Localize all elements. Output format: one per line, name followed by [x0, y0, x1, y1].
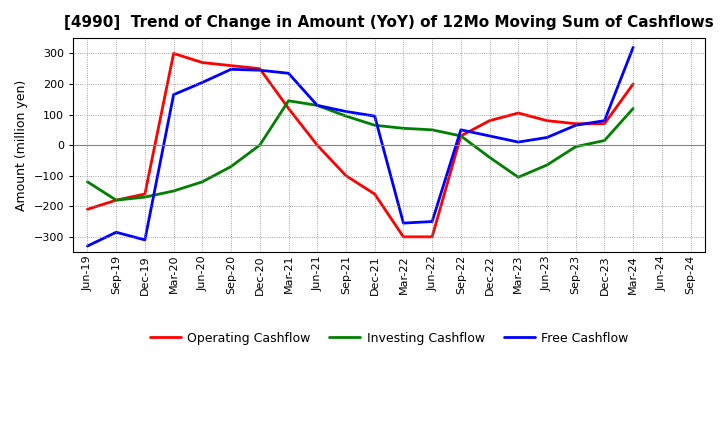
Free Cashflow: [629, 44, 637, 50]
Y-axis label: Amount (million yen): Amount (million yen): [15, 80, 28, 211]
Investing Cashflow: [600, 138, 609, 143]
Free Cashflow: [341, 109, 350, 114]
Investing Cashflow: [169, 188, 178, 194]
Free Cashflow: [456, 127, 465, 132]
Operating Cashflow: [313, 143, 322, 148]
Free Cashflow: [514, 139, 523, 145]
Investing Cashflow: [399, 126, 408, 131]
Free Cashflow: [140, 237, 149, 242]
Investing Cashflow: [341, 114, 350, 119]
Free Cashflow: [83, 243, 91, 249]
Operating Cashflow: [456, 133, 465, 139]
Investing Cashflow: [543, 162, 552, 168]
Investing Cashflow: [140, 194, 149, 200]
Free Cashflow: [198, 80, 207, 85]
Operating Cashflow: [112, 198, 120, 203]
Investing Cashflow: [198, 179, 207, 184]
Operating Cashflow: [485, 118, 494, 123]
Operating Cashflow: [370, 191, 379, 197]
Operating Cashflow: [169, 51, 178, 56]
Free Cashflow: [227, 66, 235, 72]
Investing Cashflow: [112, 198, 120, 203]
Investing Cashflow: [83, 179, 91, 184]
Operating Cashflow: [600, 121, 609, 126]
Operating Cashflow: [198, 60, 207, 65]
Operating Cashflow: [83, 207, 91, 212]
Free Cashflow: [284, 71, 293, 76]
Free Cashflow: [572, 123, 580, 128]
Operating Cashflow: [284, 106, 293, 111]
Free Cashflow: [256, 68, 264, 73]
Operating Cashflow: [256, 66, 264, 71]
Investing Cashflow: [572, 144, 580, 149]
Operating Cashflow: [514, 110, 523, 116]
Investing Cashflow: [485, 155, 494, 160]
Line: Free Cashflow: Free Cashflow: [87, 47, 633, 246]
Investing Cashflow: [227, 164, 235, 169]
Investing Cashflow: [629, 106, 637, 111]
Free Cashflow: [600, 118, 609, 123]
Operating Cashflow: [140, 191, 149, 197]
Free Cashflow: [428, 219, 436, 224]
Free Cashflow: [399, 220, 408, 226]
Operating Cashflow: [629, 81, 637, 87]
Legend: Operating Cashflow, Investing Cashflow, Free Cashflow: Operating Cashflow, Investing Cashflow, …: [145, 327, 634, 350]
Free Cashflow: [313, 103, 322, 108]
Investing Cashflow: [456, 133, 465, 139]
Investing Cashflow: [284, 98, 293, 103]
Free Cashflow: [485, 133, 494, 139]
Investing Cashflow: [256, 143, 264, 148]
Investing Cashflow: [370, 123, 379, 128]
Investing Cashflow: [428, 127, 436, 132]
Operating Cashflow: [572, 121, 580, 126]
Line: Investing Cashflow: Investing Cashflow: [87, 101, 633, 200]
Operating Cashflow: [399, 234, 408, 239]
Operating Cashflow: [341, 173, 350, 178]
Line: Operating Cashflow: Operating Cashflow: [87, 53, 633, 237]
Free Cashflow: [370, 114, 379, 119]
Operating Cashflow: [227, 63, 235, 68]
Investing Cashflow: [514, 175, 523, 180]
Free Cashflow: [169, 92, 178, 97]
Operating Cashflow: [543, 118, 552, 123]
Free Cashflow: [112, 230, 120, 235]
Operating Cashflow: [428, 234, 436, 239]
Investing Cashflow: [313, 103, 322, 108]
Free Cashflow: [543, 135, 552, 140]
Title: [4990]  Trend of Change in Amount (YoY) of 12Mo Moving Sum of Cashflows: [4990] Trend of Change in Amount (YoY) o…: [64, 15, 714, 30]
